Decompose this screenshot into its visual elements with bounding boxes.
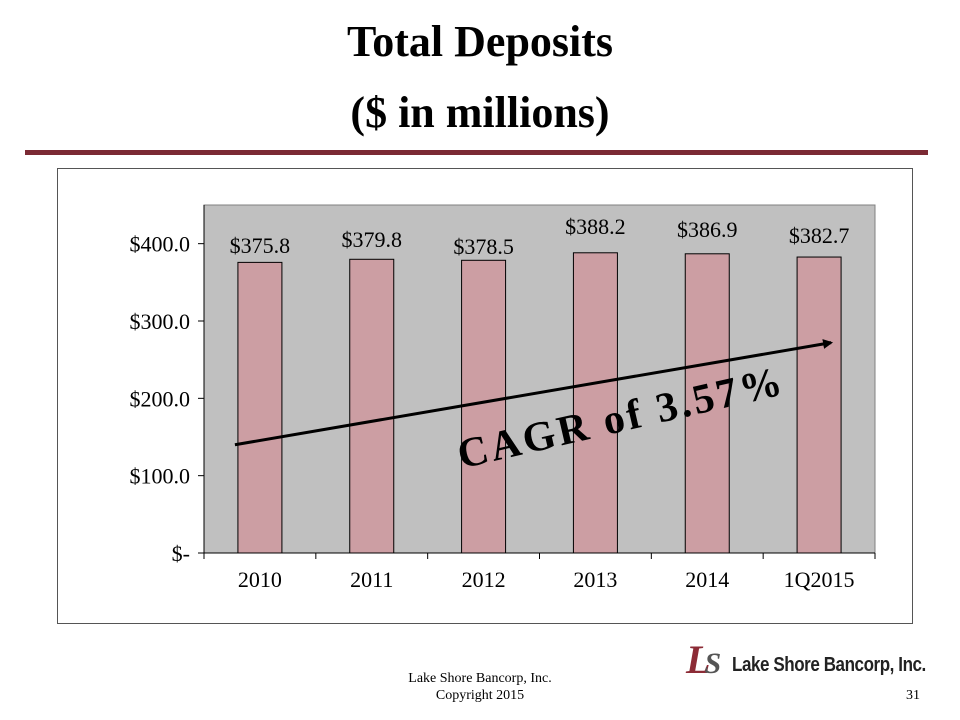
bar: [237, 261, 283, 554]
y-tick-label: $-: [172, 541, 190, 566]
page-subtitle: ($ in millions): [350, 88, 610, 137]
bar: [796, 256, 842, 554]
data-label: $378.5: [453, 234, 514, 259]
company-logo: LS Lake Shore Bancorp, Inc.: [686, 637, 926, 685]
bar: [349, 258, 395, 554]
data-label: $388.2: [565, 214, 626, 239]
data-label: $386.9: [677, 217, 738, 242]
x-tick-label: 2012: [462, 567, 506, 592]
title-divider: [25, 150, 928, 155]
y-tick-label: $200.0: [130, 386, 191, 411]
y-tick-label: $100.0: [130, 464, 191, 489]
footer-copyright: Copyright 2015: [435, 688, 525, 703]
plot-area: [203, 204, 876, 554]
data-label: $382.7: [789, 223, 850, 248]
deposits-bar-chart: $- $100.0 $200.0 $300.0 $400.0 $375.8 2010 $379…: [130, 204, 876, 592]
page-title: Total Deposits: [346, 17, 614, 66]
x-tick-label: 2010: [238, 567, 282, 592]
logo-text: Lake Shore Bancorp, Inc.: [732, 654, 926, 676]
page-number: 31: [906, 688, 920, 703]
bar: [572, 252, 618, 554]
y-tick-label: $400.0: [130, 232, 191, 257]
bar: [461, 259, 507, 554]
data-label: $375.8: [230, 233, 291, 258]
bar: [684, 253, 730, 554]
footer-company: Lake Shore Bancorp, Inc.: [408, 671, 552, 686]
logo-mark: LS: [686, 637, 721, 682]
x-tick-label: 2014: [685, 567, 729, 592]
x-tick-label: 2011: [350, 567, 393, 592]
x-tick-label: 1Q2015: [784, 567, 855, 592]
cagr-arrow: [234, 339, 834, 447]
data-label: $379.8: [342, 227, 403, 252]
x-tick-label: 2013: [573, 567, 617, 592]
y-tick-label: $300.0: [130, 309, 191, 334]
chart-frame: $- $100.0 $200.0 $300.0 $400.0 $375.8 2010 $379…: [57, 168, 913, 624]
